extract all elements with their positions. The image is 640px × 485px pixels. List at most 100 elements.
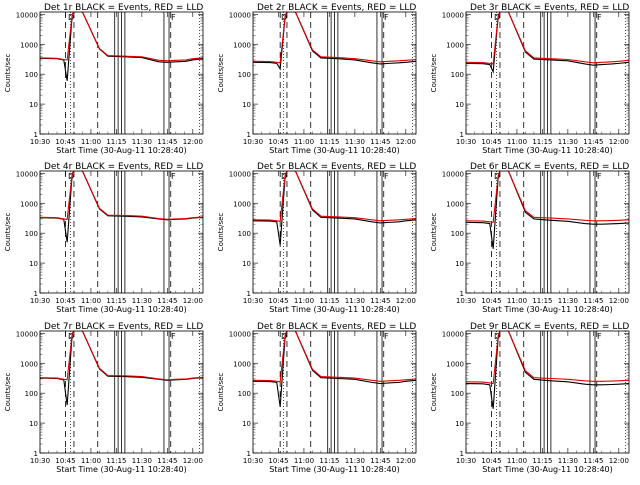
y-tick-label: 10 [455,420,464,428]
lld-series-line [40,171,203,220]
x-tick-label: 12:00 [396,457,416,465]
detector-panel-2: Det 2r BLACK = Events, RED = LLD Counts/s… [217,3,417,155]
lld-series-line [466,331,629,385]
flag-label: F [384,172,389,181]
y-axis-label: Counts/sec [4,213,12,252]
detector-panel-4: Det 4r BLACK = Events, RED = LLD Counts/s… [4,162,204,314]
y-tick-label: 1000 [446,360,464,368]
y-tick-label: 10 [455,260,464,268]
x-tick-label: 12:00 [396,138,416,146]
x-tick-label: 11:15 [106,457,126,465]
flag-label: F [384,332,389,341]
y-tick-label: 100 [25,71,38,79]
x-tick-label: 11:30 [132,297,152,305]
detector-panel-9: Det 9r BLACK = Events, RED = LLD Counts/s… [430,322,630,474]
x-tick-label: 11:45 [370,138,390,146]
x-tick-label: 11:30 [558,457,578,465]
x-axis-label: Start Time (30-Aug-11 10:28:40) [269,465,400,474]
y-tick-label: 1 [34,290,38,298]
x-axis-label: Start Time (30-Aug-11 10:28:40) [482,465,613,474]
lld-series-line [466,12,629,65]
lld-series-line [466,171,629,224]
x-tick-label: 11:00 [294,297,314,305]
x-tick-label: 10:45 [55,138,75,146]
y-axis-label: Counts/sec [4,54,12,93]
x-tick-label: 10:45 [268,138,288,146]
x-tick-label: 11:00 [507,457,527,465]
x-tick-label: 11:15 [319,297,339,305]
x-tick-label: 10:45 [481,138,501,146]
panel-title: Det 3r BLACK = Events, RED = LLD [470,3,629,13]
x-tick-label: 11:30 [558,297,578,305]
panel-title: Det 2r BLACK = Events, RED = LLD [257,3,416,13]
y-tick-label: 10000 [16,11,38,19]
x-tick-label: 11:30 [345,297,365,305]
x-tick-label: 11:00 [81,138,101,146]
y-tick-label: 1000 [20,360,38,368]
detector-panel-8: Det 8r BLACK = Events, RED = LLD Counts/s… [217,322,417,474]
plot-frame [39,170,204,294]
y-tick-label: 1 [34,131,38,139]
y-tick-label: 1000 [233,200,251,208]
detector-panel-6: Det 6r BLACK = Events, RED = LLD Counts/s… [430,162,630,314]
x-tick-label: 11:15 [106,297,126,305]
flag-label: F [171,332,176,341]
panel-title: Det 6r BLACK = Events, RED = LLD [470,162,629,172]
x-tick-label: 11:15 [106,138,126,146]
x-tick-label: 10:45 [55,297,75,305]
events-series-line [253,331,416,407]
y-tick-label: 100 [25,390,38,398]
y-tick-label: 10 [29,101,38,109]
y-tick-label: 1 [460,290,464,298]
x-tick-label: 11:30 [345,457,365,465]
x-tick-label: 11:15 [532,138,552,146]
y-tick-label: 10 [242,101,251,109]
x-tick-label: 11:00 [294,138,314,146]
flag-label: F [384,13,389,22]
panel-title: Det 8r BLACK = Events, RED = LLD [257,322,416,332]
plot-frame [465,330,630,454]
x-tick-label: 10:30 [30,138,50,146]
x-tick-label: 10:45 [268,297,288,305]
y-tick-label: 10000 [442,330,464,338]
y-tick-label: 1000 [20,41,38,49]
y-tick-label: 1000 [233,41,251,49]
x-tick-label: 12:00 [183,297,203,305]
y-tick-label: 10000 [442,170,464,178]
y-axis-label: Counts/sec [430,373,438,412]
x-tick-label: 10:45 [55,457,75,465]
x-tick-label: 11:15 [319,457,339,465]
plot-frame [252,11,417,135]
y-tick-label: 10 [29,420,38,428]
x-tick-label: 10:30 [243,138,263,146]
x-tick-label: 12:00 [183,457,203,465]
x-tick-label: 10:30 [456,297,476,305]
x-tick-label: 11:45 [583,297,603,305]
x-tick-label: 12:00 [609,297,629,305]
y-axis-label: Counts/sec [217,54,225,93]
y-tick-label: 100 [238,390,251,398]
y-tick-label: 1 [247,450,251,458]
y-tick-label: 10000 [229,11,251,19]
flag-label: F [597,172,602,181]
y-tick-label: 10 [29,260,38,268]
plot-frame [465,11,630,135]
lld-series-line [40,331,203,381]
plot-frame [252,330,417,454]
y-tick-label: 100 [451,230,464,238]
x-tick-label: 11:45 [157,138,177,146]
flag-label: D [281,13,287,22]
panel-title: Det 7r BLACK = Events, RED = LLD [44,322,203,332]
lld-series-line [40,12,203,62]
detector-panel-5: Det 5r BLACK = Events, RED = LLD Counts/s… [217,162,417,314]
y-tick-label: 10000 [229,170,251,178]
plot-frame [465,170,630,294]
x-tick-label: 11:30 [558,138,578,146]
x-axis-label: Start Time (30-Aug-11 10:28:40) [269,305,400,314]
flag-label: D [68,172,74,181]
flag-label: D [68,332,74,341]
x-tick-label: 11:45 [370,297,390,305]
lld-series-line [253,12,416,64]
y-tick-label: 100 [238,230,251,238]
